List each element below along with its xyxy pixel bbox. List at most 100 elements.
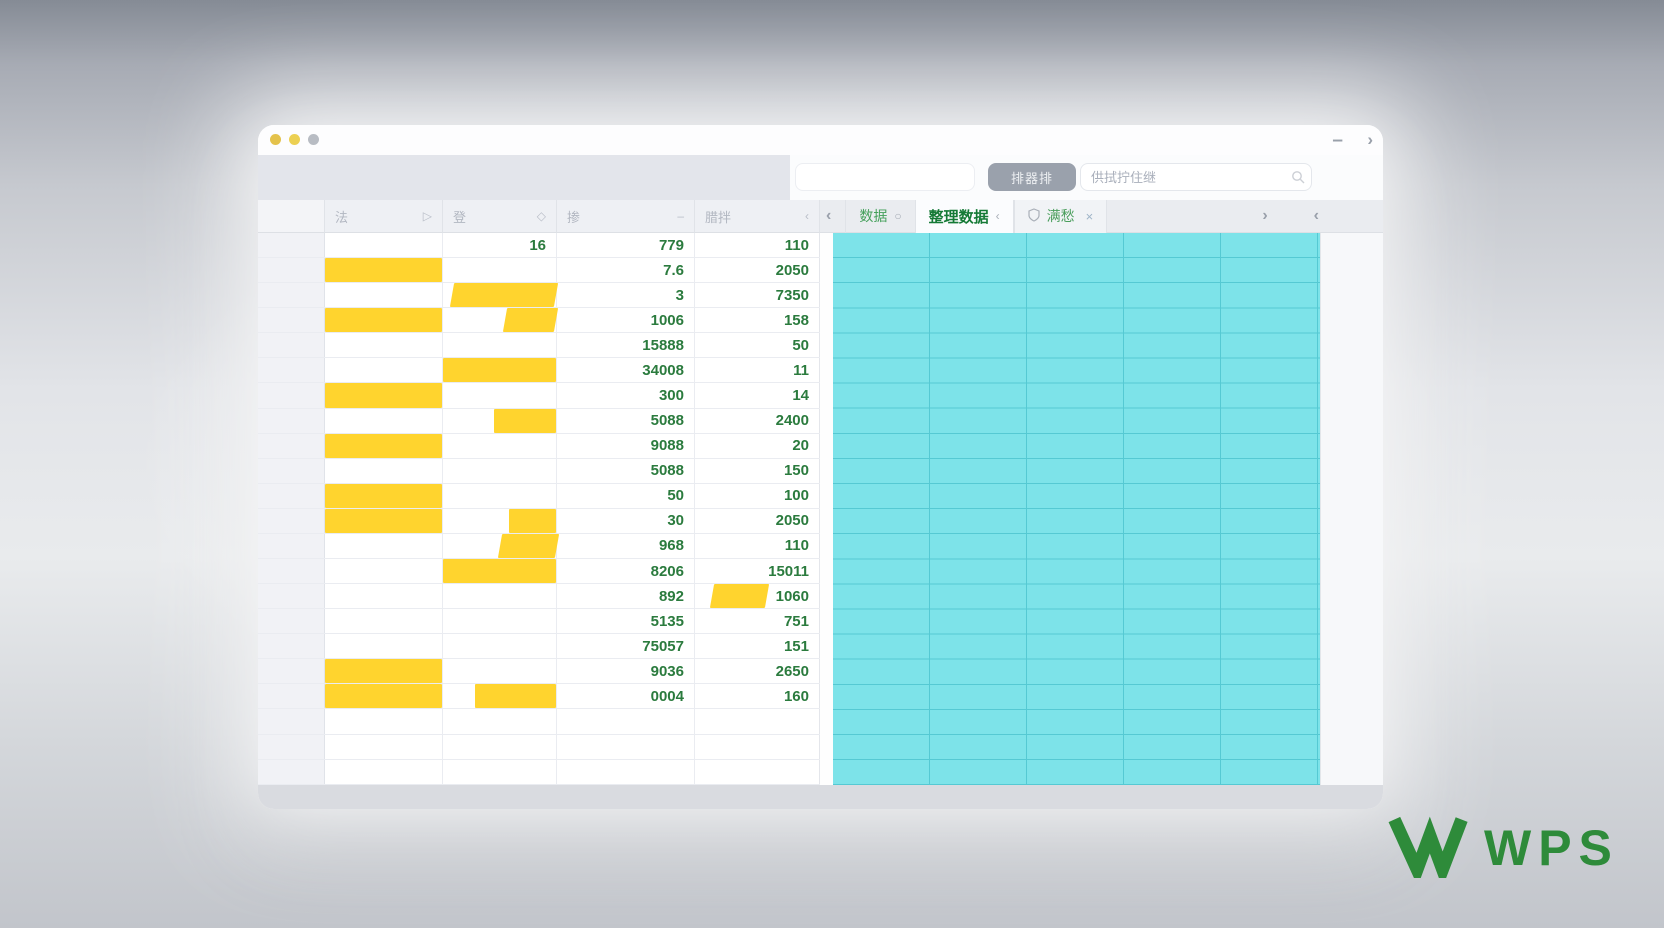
data-cell[interactable] [557,734,695,759]
data-cell[interactable] [325,559,443,584]
data-cell[interactable]: 110 [695,233,820,258]
row-header-cell[interactable] [258,233,325,258]
data-cell[interactable]: 34008 [557,358,695,383]
data-cell[interactable] [325,408,443,433]
zoom-dot-button[interactable] [308,134,319,145]
data-cell[interactable] [443,383,557,408]
data-cell[interactable]: 5088 [557,408,695,433]
data-cell[interactable] [325,358,443,383]
data-cell[interactable] [325,258,443,283]
data-cell[interactable]: 50 [695,333,820,358]
row-header-cell[interactable] [258,383,325,408]
corner-cell[interactable] [258,200,325,233]
data-cell[interactable]: 50 [557,483,695,508]
row-header-cell[interactable] [258,483,325,508]
data-cell[interactable] [325,383,443,408]
data-cell[interactable]: 2050 [695,508,820,533]
data-cell[interactable] [325,609,443,634]
data-cell[interactable]: 100 [695,483,820,508]
data-cell[interactable] [443,458,557,483]
row-header-cell[interactable] [258,308,325,333]
row-header-cell[interactable] [258,634,325,659]
data-cell[interactable]: 2650 [695,659,820,684]
row-header-cell[interactable] [258,659,325,684]
data-cell[interactable]: 7350 [695,283,820,308]
data-cell[interactable] [325,433,443,458]
data-cell[interactable]: 300 [557,383,695,408]
data-cell[interactable] [325,533,443,559]
data-cell[interactable] [325,759,443,784]
data-cell[interactable] [695,734,820,759]
data-cell[interactable]: 751 [695,609,820,634]
data-cell[interactable] [443,609,557,634]
data-cell[interactable] [443,684,557,709]
row-header-cell[interactable] [258,408,325,433]
row-header-cell[interactable] [258,283,325,308]
data-cell[interactable]: 2400 [695,408,820,433]
data-cell[interactable]: 3 [557,283,695,308]
row-header-cell[interactable] [258,508,325,533]
tabs-scroll-right-icon[interactable]: › [1262,207,1268,224]
data-cell[interactable] [325,233,443,258]
row-header-cell[interactable] [258,584,325,609]
column-header-3[interactable]: 掺 – [557,200,695,233]
data-cell[interactable] [443,283,559,308]
row-header-cell[interactable] [258,709,325,734]
data-cell[interactable]: 151 [695,634,820,659]
quick-input[interactable] [795,163,975,191]
data-cell[interactable]: 7.6 [557,258,695,283]
data-cell[interactable] [325,584,443,609]
data-cell[interactable] [325,283,443,308]
data-cell[interactable] [325,684,443,709]
row-header-cell[interactable] [258,433,325,458]
row-header-cell[interactable] [258,559,325,584]
data-cell[interactable]: 20 [695,433,820,458]
data-cell[interactable] [443,533,559,559]
tab-organize-data-active[interactable]: 整理数据 ‹ [914,199,1014,233]
data-cell[interactable] [443,433,557,458]
data-cell[interactable] [443,308,559,333]
data-cell[interactable]: 1060 [695,584,820,609]
data-cell[interactable] [557,709,695,734]
data-cell[interactable] [695,759,820,784]
data-cell[interactable] [443,258,557,283]
data-cell[interactable]: 5135 [557,609,695,634]
minimize-dot-button[interactable] [289,134,300,145]
data-cell[interactable] [325,709,443,734]
row-header-cell[interactable] [258,759,325,784]
data-cell[interactable]: 0004 [557,684,695,709]
data-cell[interactable] [325,333,443,358]
data-cell[interactable] [443,709,557,734]
column-header-1[interactable]: 法 ▷ [325,200,443,233]
tab-data[interactable]: 数据 ○ [845,199,914,233]
data-cell[interactable] [443,358,557,383]
data-cell[interactable]: 75057 [557,634,695,659]
data-cell[interactable]: 158 [695,308,820,333]
data-cell[interactable]: 110 [695,533,820,559]
panel-collapse-icon[interactable]: ‹ [1313,207,1319,224]
column-header-2[interactable]: 登 ◇ [443,200,557,233]
data-cell[interactable]: 9036 [557,659,695,684]
data-cell[interactable]: 30 [557,508,695,533]
data-cell[interactable] [443,659,557,684]
row-header-cell[interactable] [258,533,325,559]
dash-icon[interactable]: – [677,209,684,223]
close-tab-icon[interactable]: × [1085,208,1094,224]
data-cell[interactable]: 160 [695,684,820,709]
data-cell[interactable]: 11 [695,358,820,383]
data-cell[interactable]: 150 [695,458,820,483]
data-cell[interactable]: 9088 [557,433,695,458]
data-cell[interactable] [443,734,557,759]
data-cell[interactable]: 14 [695,383,820,408]
selected-range-area[interactable] [833,233,1320,785]
data-cell[interactable] [325,508,443,533]
data-cell[interactable] [325,308,443,333]
diamond-icon[interactable]: ◇ [536,209,546,223]
search-input[interactable] [1080,163,1312,191]
data-cell[interactable]: 892 [557,584,695,609]
data-cell[interactable] [325,659,443,684]
row-header-cell[interactable] [258,609,325,634]
data-cell[interactable]: 5088 [557,458,695,483]
row-header-cell[interactable] [258,258,325,283]
data-cell[interactable]: 2050 [695,258,820,283]
